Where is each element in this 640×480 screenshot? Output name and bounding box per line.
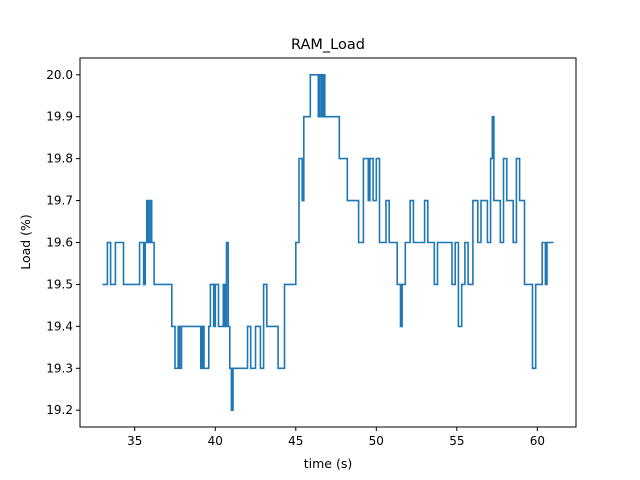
x-axis-label: time (s) <box>304 456 352 471</box>
x-tick-label: 50 <box>369 434 384 448</box>
y-tick-label: 19.3 <box>46 361 73 375</box>
y-tick-label: 20.0 <box>46 68 73 82</box>
x-tick-label: 55 <box>449 434 464 448</box>
x-tick-label: 45 <box>288 434 303 448</box>
y-tick-label: 19.4 <box>46 319 73 333</box>
y-tick-label: 19.5 <box>46 277 73 291</box>
chart-title: RAM_Load <box>291 37 365 53</box>
x-tick-label: 40 <box>208 434 223 448</box>
y-tick-label: 19.8 <box>46 152 73 166</box>
y-axis-label: Load (%) <box>18 214 33 270</box>
x-tick-label: 60 <box>530 434 545 448</box>
plot-layer <box>102 74 554 411</box>
x-axis-ticks: 35 40 45 50 55 60 <box>127 427 545 448</box>
x-tick-label: 35 <box>127 434 142 448</box>
y-axis-ticks: 19.2 19.3 19.4 19.5 19.6 19.7 19.8 19.9 20.0 <box>46 68 80 417</box>
ram-load-line <box>102 74 554 411</box>
y-tick-label: 19.7 <box>46 194 73 208</box>
y-tick-label: 19.9 <box>46 110 73 124</box>
y-tick-label: 19.2 <box>46 403 73 417</box>
y-tick-label: 19.6 <box>46 236 73 250</box>
